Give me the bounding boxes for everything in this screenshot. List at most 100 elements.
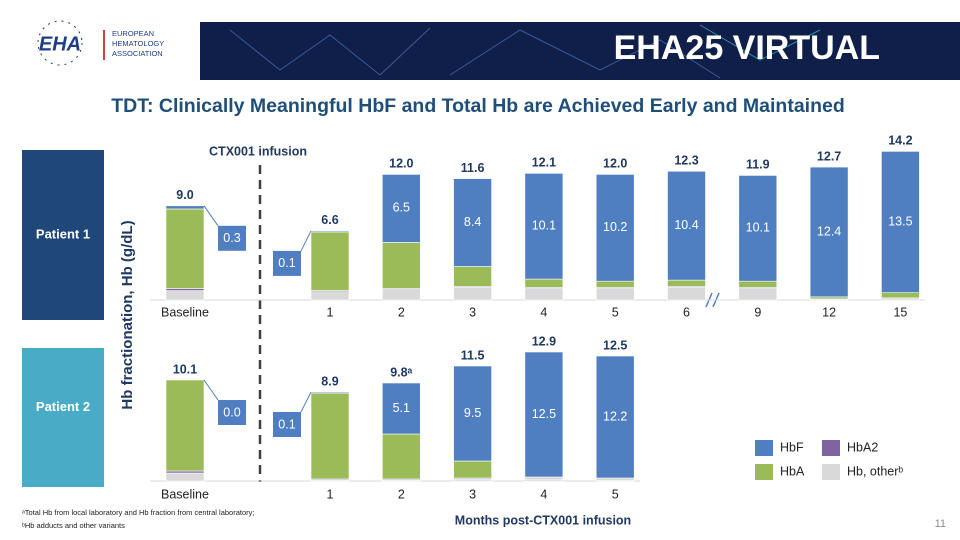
callout-box [218,400,246,425]
panel-title: Patient 2 [35,399,91,414]
hbf-label: 0.1 [278,417,295,431]
hbf-label: 12.5 [532,407,556,421]
infusion-annotation: CTX001 infusion [209,144,307,158]
callout-box [273,250,301,276]
total-label: 12.3 [674,154,698,168]
total-label: 12.9 [532,334,556,348]
callout-line [300,230,312,252]
event-title: EHA25 VIRTUAL [614,29,880,67]
bar-segment [595,355,635,479]
org-name: ASSOCIATION [112,49,163,58]
panel-title: Patient 1 [36,226,90,241]
bar-segment [165,472,205,482]
bar-segment [595,174,635,282]
total-label: 10.1 [173,362,197,376]
x-tick-label: 5 [612,487,619,501]
hbf-label: 12.4 [817,224,841,238]
slide-title: TDT: Clinically Meaningful HbF and Total… [111,95,845,117]
callout-box [273,412,301,437]
callout-box [218,225,246,251]
hbf-label: 6.5 [393,201,410,215]
bar-segment [524,288,564,301]
total-label: 8.9 [321,374,338,388]
legend-swatch [822,440,840,456]
x-tick-label: 5 [612,305,619,319]
bar-segment [381,174,421,243]
bar-segment [738,280,778,288]
patient-box [22,348,104,487]
header: EHA25 VIRTUAL EHA EUROPEAN HEMATOLOGY AS… [37,20,960,80]
legend-swatch [822,464,840,480]
legend-swatch [755,440,773,456]
bar-segment [524,173,564,280]
legend-label: HbA [780,464,805,478]
x-tick-label: 12 [822,305,836,319]
hbf-label: 5.1 [393,401,410,415]
hbf-label: 0.3 [223,231,240,245]
total-label: 12.0 [603,157,627,171]
bar-segment [881,151,920,293]
bar-segment [165,379,205,472]
total-label: 9.0 [176,188,193,202]
logo-stars [37,20,83,66]
total-label: 12.7 [817,149,841,163]
total-label: 9.8ᵃ [390,365,412,379]
bar-segment [595,280,635,288]
bar-segment [667,279,706,287]
page-number: 11 [935,518,946,530]
bar-segment [310,392,350,480]
bar-segment [881,292,920,299]
legend-label: HbA2 [847,440,878,454]
bar-segment [165,288,205,291]
x-tick-label: 4 [540,487,547,501]
hbf-label: 10.1 [532,219,556,233]
total-label: 11.5 [461,348,485,362]
banner-decoration [229,27,431,76]
bar-segment [595,288,635,301]
x-axis-label: Months post-CTX001 infusion [455,513,631,527]
x-tick-label: 15 [893,305,907,319]
x-tick-label: 2 [398,305,405,319]
x-tick-label: 1 [327,305,334,319]
x-tick-label: Baseline [161,305,209,319]
legend-label: HbF [780,440,804,454]
bar-segment [381,242,421,289]
total-label: 14.2 [888,134,912,148]
hbf-label: 10.2 [603,220,627,234]
hbf-label: 10.1 [746,221,770,235]
callout-line [300,391,312,413]
org-name: HEMATOLOGY [112,39,164,48]
bar-segment [453,365,492,462]
panel-title-box: Patient 2 [35,399,91,414]
total-label: 11.9 [746,158,770,172]
footnote: ᵃTotal Hb from local laboratory and Hb f… [22,508,254,517]
org-name: EUROPEAN [112,29,154,38]
bar-segment [738,175,778,282]
legend-swatch [755,464,773,480]
bar-segment [310,231,350,291]
bar-segment [310,291,350,301]
bar-segment [381,289,421,301]
total-label: 6.6 [321,213,338,227]
callout-line [203,379,219,401]
bar-segment [738,288,778,301]
bar-segment [381,382,421,435]
bar-segment [310,391,350,394]
x-tick-label: 3 [469,487,476,501]
bar-segment [524,278,564,288]
bar-segment [381,433,421,480]
x-tick-label: 6 [683,305,690,319]
x-tick-label: 2 [398,487,405,501]
bar-segment [453,460,492,479]
bar-segment [453,287,492,301]
x-tick-label: 9 [754,305,761,319]
total-label: 12.5 [603,338,627,352]
x-tick-label: Baseline [161,487,209,501]
bar-segment [524,351,564,478]
bar-segment [809,166,849,298]
bar-segment [165,290,205,301]
bar-segment [881,297,920,301]
hbf-label: 0.1 [278,256,295,270]
hbf-label: 0.0 [223,405,240,419]
